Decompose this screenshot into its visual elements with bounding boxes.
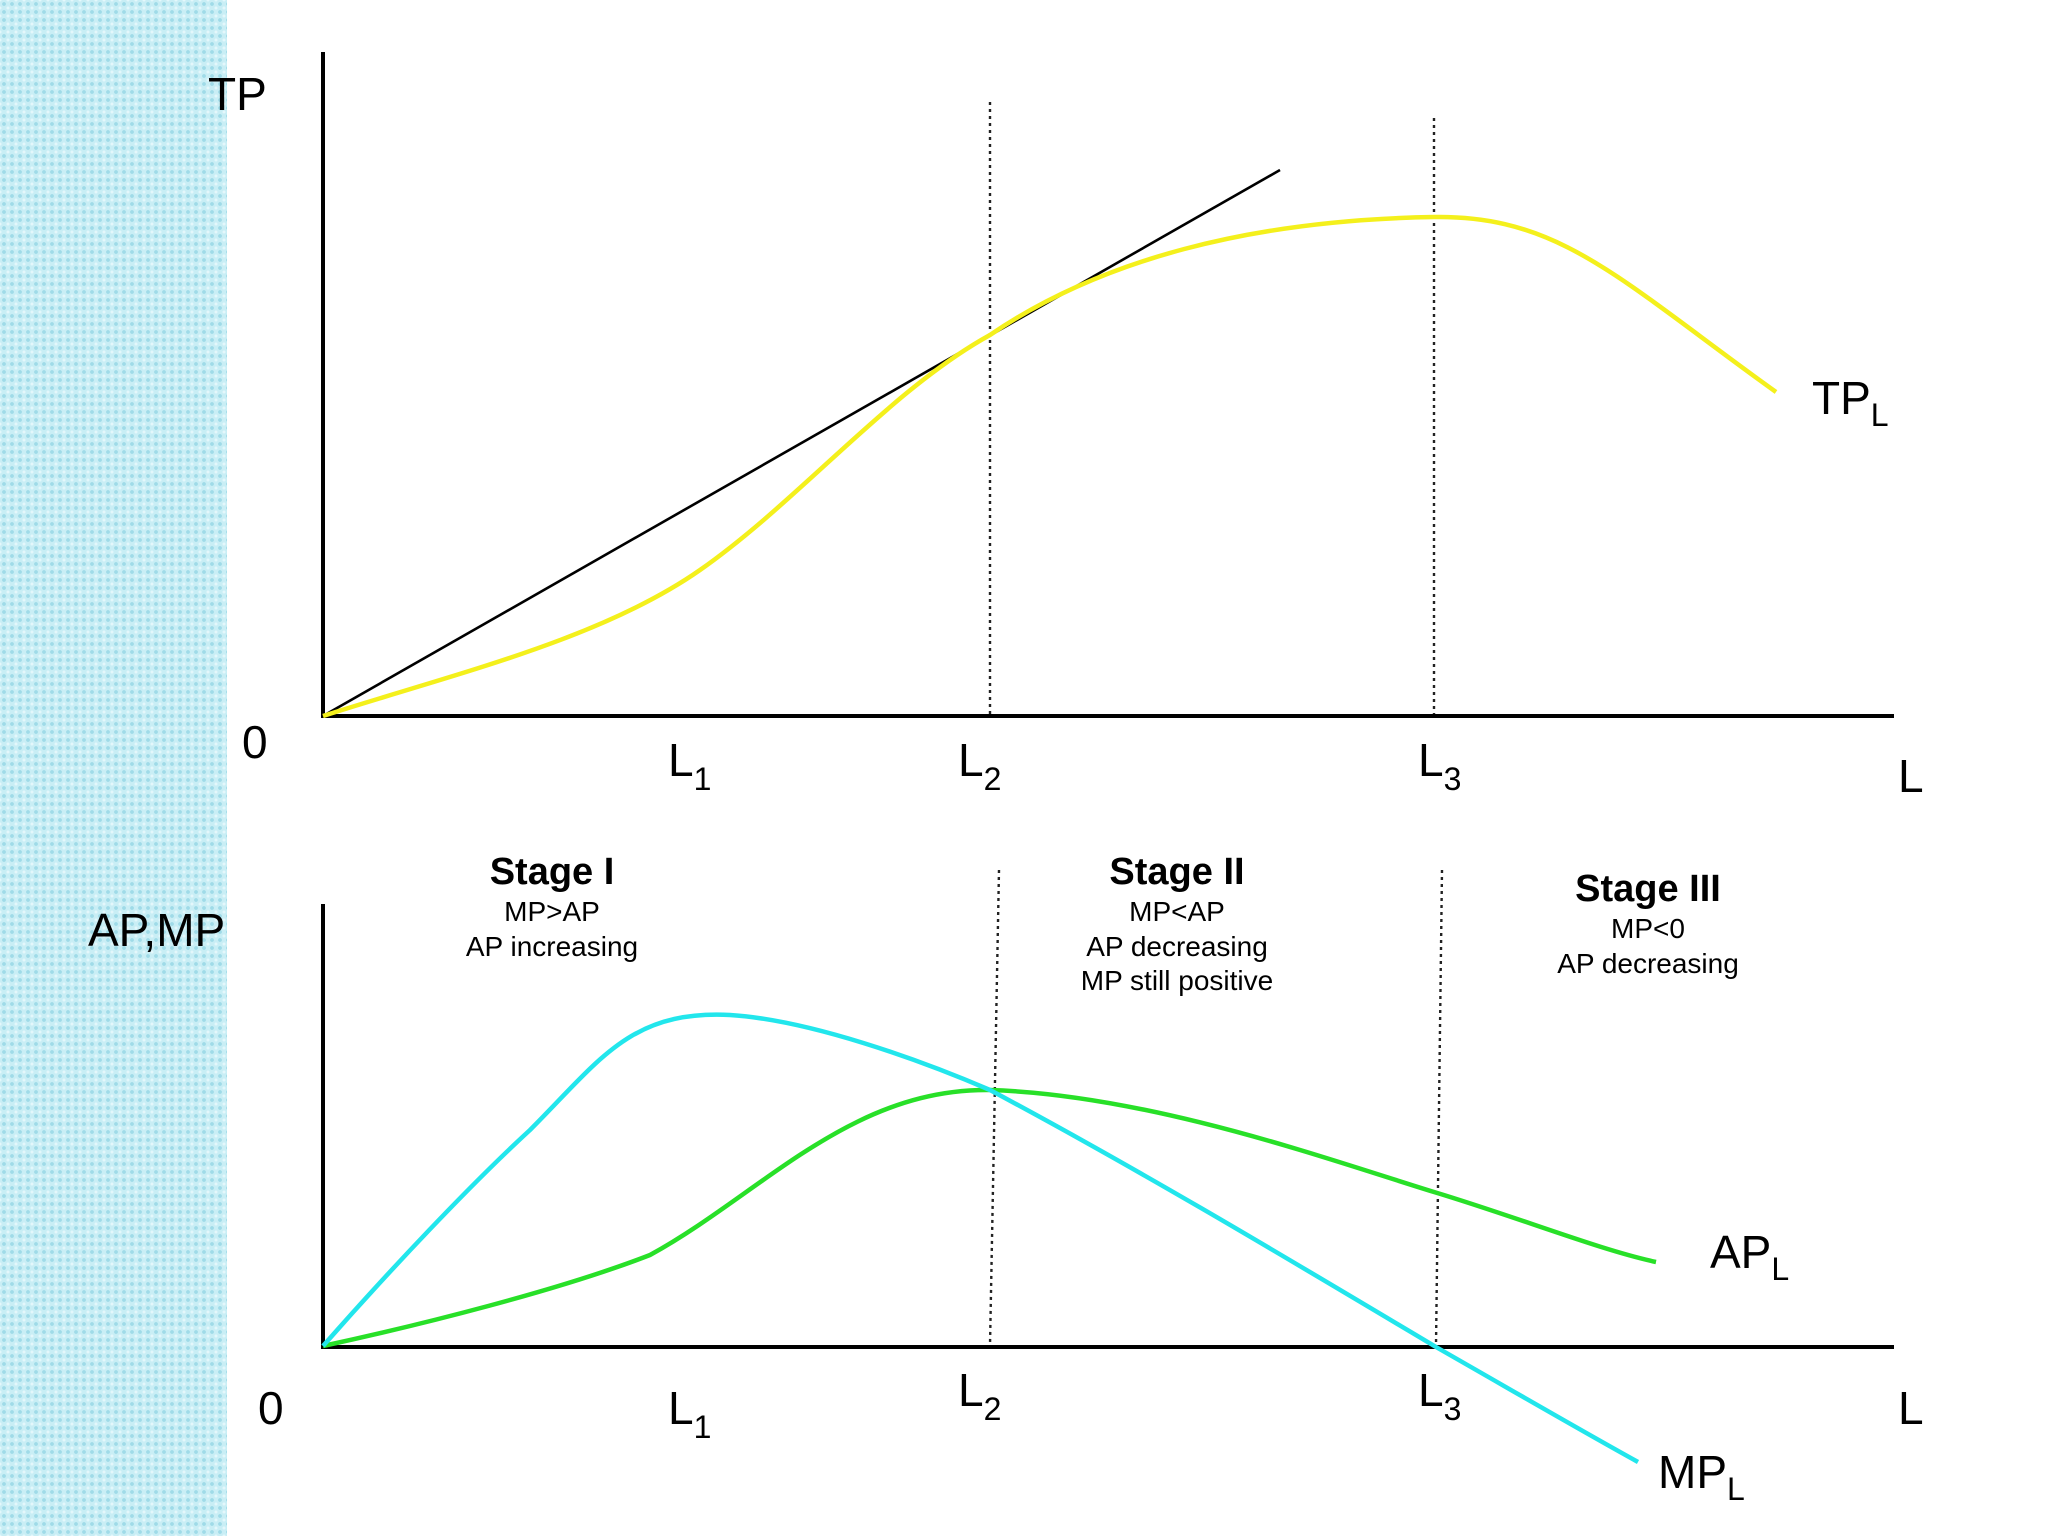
bottom-y-axis-label: AP,MP xyxy=(88,904,225,956)
bottom-tick-l1: L1 xyxy=(668,1382,711,1445)
top-origin-label: 0 xyxy=(242,716,268,768)
tp-curve-label: TPL xyxy=(1812,372,1889,433)
stage-2-title: Stage II xyxy=(1109,851,1244,893)
stage-2-annotation: Stage II MP<AP AP decreasing MP still po… xyxy=(1081,851,1273,996)
ap-curve xyxy=(322,1087,1657,1349)
bottom-tick-l3: L3 xyxy=(1418,1364,1461,1427)
top-tick-l1: L1 xyxy=(668,734,711,797)
decorative-side-strip xyxy=(0,0,227,1536)
tp-curve xyxy=(322,214,1778,719)
stage-3-note-1: MP<0 xyxy=(1611,913,1685,944)
bottom-l3-guide xyxy=(1434,869,1444,1346)
stage-2-note-1: MP<AP xyxy=(1129,896,1225,927)
stage-2-note-2: AP decreasing xyxy=(1086,931,1268,962)
stage-annotations: Stage I MP>AP AP increasing Stage II MP<… xyxy=(466,851,1739,996)
stage-1-note-1: MP>AP xyxy=(504,896,600,927)
bottom-l2-guide xyxy=(988,869,1001,1346)
bottom-tick-l2: L2 xyxy=(958,1364,1001,1427)
stage-1-title: Stage I xyxy=(490,851,615,893)
stage-3-annotation: Stage III MP<0 AP decreasing xyxy=(1557,868,1739,979)
top-tick-l2: L2 xyxy=(958,734,1001,797)
mp-curve-label: MPL xyxy=(1658,1446,1745,1507)
stage-3-title: Stage III xyxy=(1575,868,1721,910)
bottom-panel: AP,MP 0 L L1 L2 L3 APL MPL xyxy=(88,869,1924,1507)
top-tick-l3: L3 xyxy=(1418,734,1461,797)
stage-1-note-2: AP increasing xyxy=(466,931,638,962)
stage-1-annotation: Stage I MP>AP AP increasing xyxy=(466,851,638,962)
bottom-x-axis-label: L xyxy=(1898,1382,1924,1434)
bottom-origin-label: 0 xyxy=(258,1382,284,1434)
ap-curve-label: APL xyxy=(1710,1226,1789,1287)
mp-curve xyxy=(321,1012,1640,1464)
top-panel: TP 0 L L1 L2 L3 TPL xyxy=(208,52,1924,802)
top-x-axis-label: L xyxy=(1898,750,1924,802)
average-product-ray xyxy=(322,168,1281,718)
stage-3-note-2: AP decreasing xyxy=(1557,948,1739,979)
stage-2-note-3: MP still positive xyxy=(1081,965,1273,996)
top-y-axis-label: TP xyxy=(208,68,267,120)
